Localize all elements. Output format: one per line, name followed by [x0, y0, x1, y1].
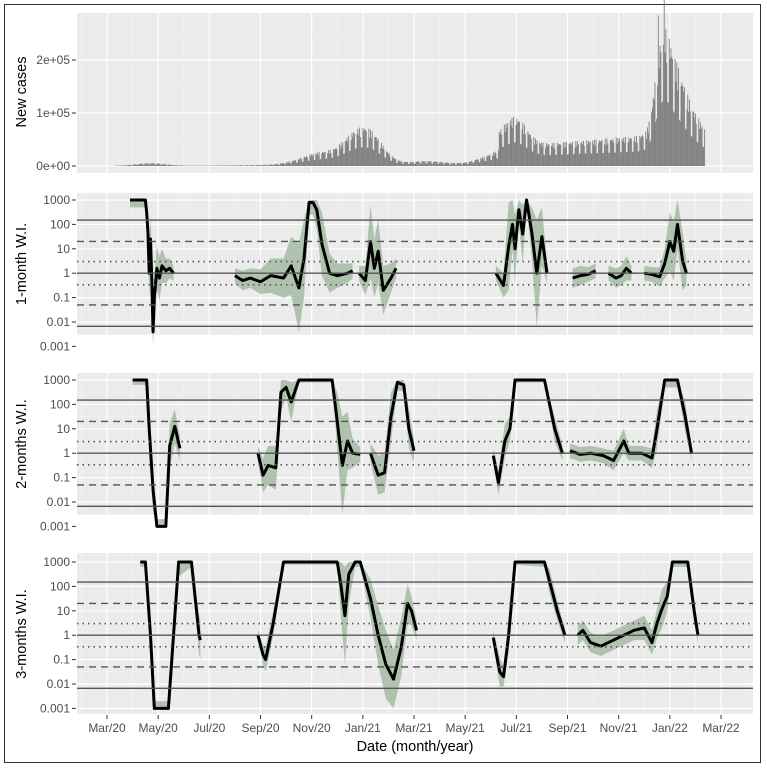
ytick-label: 0.01: [47, 495, 71, 509]
reference-lines: [77, 399, 753, 507]
ytick-label: 10: [57, 422, 71, 436]
ylabel-new-cases: New cases: [14, 57, 30, 128]
w1-segment-4: [494, 198, 549, 327]
ylabel-2-months: 2-months W.I.: [14, 399, 30, 488]
ytick-label: 1: [63, 628, 70, 642]
xtick-label: Jul/20: [193, 721, 225, 735]
w1-segment-2: [234, 200, 354, 332]
ytick-label: 0.1: [53, 653, 70, 667]
ytick-label: 0.01: [47, 315, 71, 329]
ytick-label: 0.001: [40, 339, 70, 353]
ytick-label: 1000: [43, 555, 70, 569]
ytick-label: 0.001: [40, 519, 70, 533]
w3-segment-1: [140, 560, 202, 710]
xtick-label: Jan/22: [652, 721, 688, 735]
xtick-label: Mar/20: [88, 721, 126, 735]
xtick-label: Nov/21: [600, 721, 638, 735]
ytick-label: 100: [50, 217, 70, 231]
xtick-label: Mar/22: [702, 721, 740, 735]
panel-new-cases: [77, 0, 753, 173]
ylabel-3-months: 3-months W.I.: [14, 589, 30, 678]
ytick-label: 10: [57, 604, 71, 618]
reference-lines: [77, 581, 753, 689]
xtick-label: Mar/21: [395, 721, 433, 735]
ytick-label: 100: [50, 397, 70, 411]
ylabel-1-month: 1-month W.I.: [14, 223, 30, 305]
xtick-label: Jan/21: [345, 721, 381, 735]
w1-segment-3: [357, 204, 398, 315]
new-cases-bars: [114, 0, 706, 167]
ytick-2e05: 2e+05: [36, 53, 70, 67]
ytick-label: 1: [63, 266, 70, 280]
w2-segment-4: [491, 378, 564, 495]
w1-segment-6: [607, 256, 633, 288]
reference-lines: [77, 219, 753, 327]
ytick-label: 0.001: [40, 701, 70, 715]
ytick-label: 0.1: [53, 471, 70, 485]
ytick-label: 10: [57, 242, 71, 256]
ytick-label: 0.1: [53, 291, 70, 305]
w2-segment-2: [256, 378, 361, 515]
xtick-label: Nov/20: [293, 721, 331, 735]
ytick-label: 100: [50, 579, 70, 593]
xtick-label: Sep/21: [548, 721, 586, 735]
ytick-label: 1000: [43, 193, 70, 207]
w2-segment-1: [132, 378, 182, 528]
w3-segment-3: [491, 560, 567, 687]
xtick-label: May/21: [445, 721, 485, 735]
ytick-label: 1000: [43, 373, 70, 387]
panel-1-month-wi: [77, 193, 753, 347]
xtick-label: Jul/21: [500, 721, 532, 735]
ytick-label: 0.01: [47, 677, 71, 691]
xaxis-title: Date (month/year): [357, 739, 474, 755]
panel-2-months-wi: [77, 373, 753, 528]
panel-3-months-wi: [77, 553, 753, 714]
ytick-0e00: 0e+00: [36, 159, 70, 173]
xtick-label: May/20: [138, 721, 178, 735]
ytick-1e05: 1e+05: [36, 106, 70, 120]
ytick-label: 1: [63, 446, 70, 460]
xtick-label: Sep/20: [241, 721, 279, 735]
